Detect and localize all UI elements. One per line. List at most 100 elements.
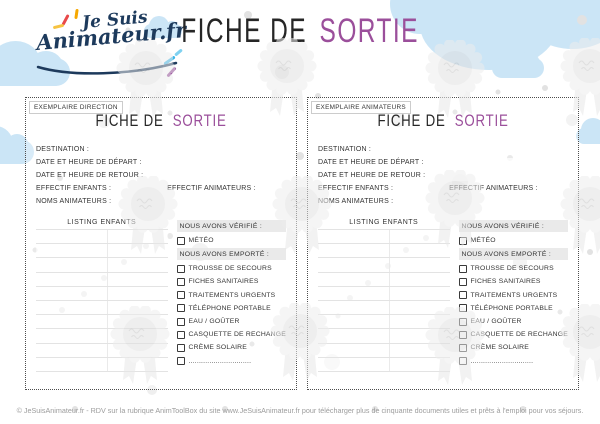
listing-cell[interactable] bbox=[390, 358, 449, 371]
listing-table bbox=[36, 229, 168, 372]
checkbox[interactable] bbox=[176, 304, 185, 313]
listing-cell[interactable] bbox=[318, 258, 391, 272]
checkbox[interactable] bbox=[458, 291, 467, 300]
listing-cell[interactable] bbox=[36, 343, 109, 357]
checklist-item-label: CRÈME SOLAIRE bbox=[470, 344, 530, 352]
checkbox[interactable] bbox=[458, 357, 467, 366]
checklist-item-label: MÉTÉO bbox=[188, 237, 214, 245]
retour-input[interactable] bbox=[429, 170, 568, 181]
listing-cell[interactable] bbox=[318, 343, 391, 357]
checklist-item: MÉTÉO bbox=[176, 234, 286, 247]
page-title-accent: SORTIE bbox=[319, 12, 419, 50]
listing-cell[interactable] bbox=[390, 273, 449, 286]
checklist-item-label: MÉTÉO bbox=[470, 237, 496, 245]
listing-cell[interactable] bbox=[318, 272, 391, 286]
checkbox[interactable] bbox=[176, 317, 185, 326]
depart-input[interactable] bbox=[427, 157, 568, 168]
checkbox[interactable] bbox=[176, 357, 185, 366]
listing-cell[interactable] bbox=[108, 301, 167, 314]
listing-cell[interactable] bbox=[108, 273, 167, 286]
checklist-emporte-header: NOUS AVONS EMPORTÉ : bbox=[458, 248, 568, 261]
effectif-animateurs-label: EFFECTIF ANIMATEURS : bbox=[449, 185, 538, 192]
checklist: NOUS AVONS VÉRIFIÉ : MÉTÉO NOUS AVONS EM… bbox=[458, 219, 568, 372]
listing-row bbox=[318, 286, 450, 301]
checkbox[interactable] bbox=[458, 317, 467, 326]
retour-input[interactable] bbox=[147, 170, 286, 181]
listing-cell[interactable] bbox=[108, 287, 167, 300]
listing-cell[interactable] bbox=[108, 358, 167, 371]
logo-swash-icon bbox=[36, 61, 178, 75]
checklist-item: .............................. bbox=[176, 355, 286, 368]
listing-cell[interactable] bbox=[390, 230, 449, 243]
checkbox[interactable] bbox=[458, 264, 467, 273]
listing-cell[interactable] bbox=[36, 244, 109, 258]
effectif-enfants-input[interactable] bbox=[397, 183, 442, 194]
listing-cell[interactable] bbox=[318, 329, 391, 343]
listing-cell[interactable] bbox=[390, 244, 449, 257]
destination-input[interactable] bbox=[93, 144, 286, 155]
listing-cell[interactable] bbox=[390, 258, 449, 271]
listing-cell[interactable] bbox=[108, 315, 167, 328]
effectif-animateurs-input[interactable] bbox=[541, 183, 568, 194]
checkbox[interactable] bbox=[458, 330, 467, 339]
listing-row bbox=[36, 300, 168, 316]
checkbox[interactable] bbox=[176, 264, 185, 273]
checkbox[interactable] bbox=[176, 343, 185, 352]
listing-cell[interactable] bbox=[108, 230, 167, 243]
noms-animateurs-input[interactable] bbox=[115, 196, 286, 207]
checklist-verifie-items: MÉTÉO bbox=[176, 234, 286, 247]
listing-cell[interactable] bbox=[36, 286, 109, 300]
checkbox[interactable] bbox=[176, 291, 185, 300]
checkbox[interactable] bbox=[176, 330, 185, 339]
destination-label: DESTINATION : bbox=[318, 146, 372, 153]
listing-cell[interactable] bbox=[36, 329, 109, 343]
destination-input[interactable] bbox=[375, 144, 568, 155]
checkbox[interactable] bbox=[458, 304, 467, 313]
listing-cell[interactable] bbox=[36, 258, 109, 272]
checklist-item: TROUSSE DE SECOURS bbox=[176, 262, 286, 275]
checklist-item-label: TÉLÉPHONE PORTABLE bbox=[470, 304, 553, 312]
listing-cell[interactable] bbox=[318, 300, 391, 315]
checklist-item-label: .............................. bbox=[470, 357, 534, 365]
listing-cell[interactable] bbox=[318, 244, 391, 258]
listing-cell[interactable] bbox=[36, 315, 109, 329]
listing-cell[interactable] bbox=[390, 344, 449, 357]
listing-cell[interactable] bbox=[36, 357, 109, 371]
checklist-item-label: FICHES SANITAIRES bbox=[470, 278, 541, 286]
checklist-item: CASQUETTE DE RECHANGE bbox=[458, 328, 568, 341]
listing-cell[interactable] bbox=[318, 357, 391, 371]
listing-cell[interactable] bbox=[390, 301, 449, 314]
listing-cell[interactable] bbox=[390, 287, 449, 300]
checklist-item-label: CASQUETTE DE RECHANGE bbox=[188, 331, 286, 339]
listing-cell[interactable] bbox=[36, 230, 109, 244]
listing-cell[interactable] bbox=[36, 272, 109, 286]
listing-cell[interactable] bbox=[318, 230, 391, 244]
checkbox[interactable] bbox=[458, 236, 467, 245]
noms-animateurs-input[interactable] bbox=[397, 196, 568, 207]
depart-input[interactable] bbox=[145, 157, 286, 168]
listing-cell[interactable] bbox=[108, 344, 167, 357]
listing-cell[interactable] bbox=[390, 315, 449, 328]
effectif-enfants-input[interactable] bbox=[115, 183, 160, 194]
listing-cell[interactable] bbox=[390, 329, 449, 342]
listing-cell[interactable] bbox=[318, 315, 391, 329]
depart-label: DATE ET HEURE DE DÉPART : bbox=[36, 159, 142, 166]
cloud-icon bbox=[0, 125, 34, 164]
checkbox[interactable] bbox=[458, 277, 467, 286]
checkbox[interactable] bbox=[176, 277, 185, 286]
checklist-item-label: TROUSSE DE SECOURS bbox=[470, 265, 554, 273]
listing-cell[interactable] bbox=[108, 244, 167, 257]
effectif-animateurs-input[interactable] bbox=[259, 183, 286, 194]
effectif-enfants-label: EFFECTIF ENFANTS : bbox=[36, 185, 112, 192]
checkbox[interactable] bbox=[458, 343, 467, 352]
listing-row bbox=[318, 357, 450, 372]
checklist-item-label: TROUSSE DE SECOURS bbox=[188, 265, 272, 273]
listing-header: LISTING ENFANTS bbox=[349, 219, 419, 226]
listing-cell[interactable] bbox=[318, 286, 391, 300]
checkbox[interactable] bbox=[176, 236, 185, 245]
listing-cell[interactable] bbox=[108, 258, 167, 271]
listing-cell[interactable] bbox=[36, 300, 109, 315]
listing-cell[interactable] bbox=[108, 329, 167, 342]
form-title-accent: SORTIE bbox=[172, 111, 227, 130]
checklist-item: CRÈME SOLAIRE bbox=[458, 341, 568, 354]
